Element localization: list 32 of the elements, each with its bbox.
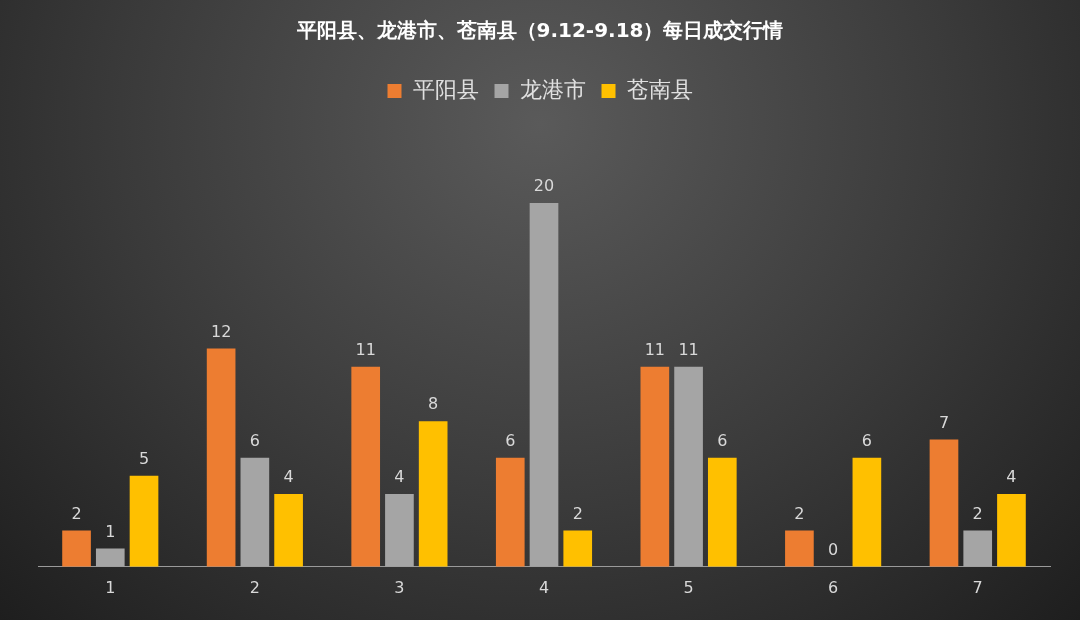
legend-label: 龙港市 bbox=[519, 76, 586, 102]
data-label: 5 bbox=[138, 449, 150, 468]
x-tick-label: 5 bbox=[683, 577, 694, 597]
legend-label: 苍南县 bbox=[626, 76, 693, 102]
x-tick-label: 1 bbox=[105, 577, 116, 597]
data-label: 6 bbox=[717, 430, 728, 450]
x-tick-label: 7 bbox=[972, 577, 983, 597]
data-label: 6 bbox=[505, 430, 516, 450]
data-label: 0 bbox=[828, 539, 839, 559]
data-label: 11 bbox=[678, 339, 699, 359]
x-tick-label: 3 bbox=[394, 577, 405, 597]
legend-label: 平阳县 bbox=[412, 76, 479, 102]
data-label: 2 bbox=[794, 503, 805, 523]
data-label: 20 bbox=[533, 176, 555, 196]
data-label: 4 bbox=[394, 467, 405, 487]
x-tick-label: 2 bbox=[249, 577, 260, 597]
data-label: 7 bbox=[938, 412, 950, 432]
data-label: 6 bbox=[249, 430, 260, 450]
data-label: 8 bbox=[428, 394, 439, 414]
x-tick-label: 6 bbox=[828, 577, 839, 597]
data-label: 1 bbox=[105, 521, 116, 541]
x-tick-label: 4 bbox=[538, 577, 550, 597]
data-label: 11 bbox=[644, 339, 666, 359]
data-label: 4 bbox=[1006, 467, 1017, 487]
data-label: 2 bbox=[572, 503, 583, 523]
data-label: 12 bbox=[210, 321, 232, 341]
chart-title: 平阳县、龙港市、苍南县（9.12-9.18）每日成交行情 bbox=[295, 18, 784, 43]
data-label: 4 bbox=[283, 467, 294, 487]
data-label: 2 bbox=[972, 503, 983, 523]
data-label: 11 bbox=[355, 339, 376, 359]
data-label: 6 bbox=[861, 430, 872, 450]
data-label: 2 bbox=[71, 503, 82, 523]
